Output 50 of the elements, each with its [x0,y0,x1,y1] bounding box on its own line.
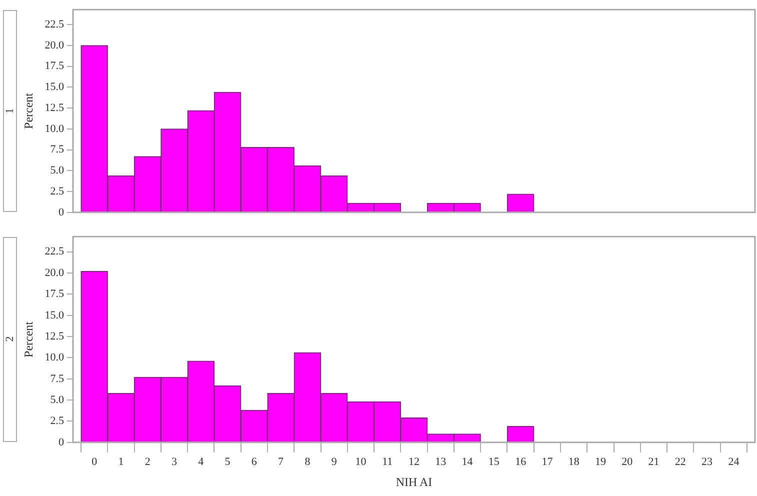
x-tick-label: 2 [144,456,150,468]
x-tick-label: 24 [728,456,740,468]
y-tick-label: 10.0 [44,122,64,135]
x-tick-label: 9 [331,456,338,468]
x-tick-label: 14 [462,456,474,468]
y-tick-label: 15.0 [44,81,64,94]
x-tick-label: 10 [355,456,367,468]
x-tick-label: 23 [702,456,714,468]
y-tick-label: 12.5 [44,330,64,342]
x-tick-label: 0 [92,456,98,468]
x-tick-label: 12 [408,456,420,468]
x-tick-label: 19 [594,456,606,468]
y-tick-label: 10.0 [44,352,64,364]
x-tick-label: 3 [171,456,178,468]
x-tick-label: 7 [278,456,284,468]
x-tick-label: 22 [674,456,686,468]
y-tick-label: 7.5 [50,144,64,156]
y-tick-label: 22.5 [44,246,64,258]
y-tick-label: 20.0 [44,39,64,52]
x-tick-label: 5 [224,456,231,468]
x-tick-label: 8 [304,456,311,468]
y-tick-label: 17.5 [44,60,64,72]
y-tick-label: 0 [58,436,64,448]
y-axis-title: Percent [21,92,36,129]
x-axis-title: NIH AI [396,474,432,489]
y-axis-title: Percent [21,320,36,358]
x-tick-label: 16 [515,456,527,468]
x-tick-label: 13 [435,456,447,468]
x-tick-label: 20 [622,456,634,468]
y-tick-label: 15.0 [44,309,64,322]
y-tick-label: 2.5 [50,415,64,428]
y-tick-label: 5.0 [50,164,64,177]
x-tick-label: 18 [568,456,580,468]
y-tick-label: 20.0 [44,266,64,279]
x-tick-label: 1 [118,456,124,468]
y-tick-label: 7.5 [50,372,64,385]
x-tick-label: 17 [542,456,554,468]
y-tick-label: 5.0 [50,394,64,406]
x-tick-label: 15 [488,456,500,468]
text: 2 [4,336,16,342]
text: 1 [4,108,16,114]
y-tick-label: 12.5 [44,102,64,114]
y-tick-label: 2.5 [50,185,64,198]
x-tick-label: 4 [198,456,204,468]
y-tick-label: 17.5 [44,288,64,300]
y-tick-label: 0 [58,206,64,218]
x-tick-label: 11 [382,456,393,468]
y-tick-label: 22.5 [44,18,64,31]
x-tick-label: 21 [648,456,660,468]
x-tick-label: 6 [251,456,258,468]
